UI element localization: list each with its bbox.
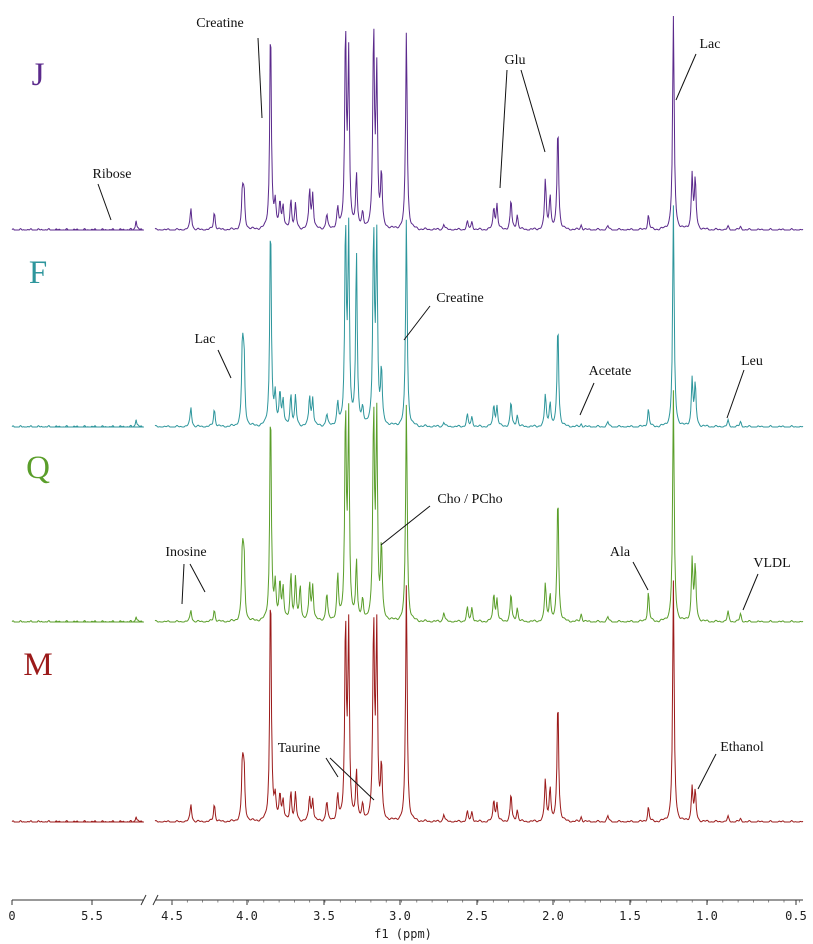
annotation-taurine: Taurine	[278, 741, 339, 778]
x-axis-label: f1 (ppm)	[374, 927, 432, 941]
annotation-leader	[380, 505, 431, 546]
annotation-leader	[675, 53, 697, 101]
annotation-leader	[181, 563, 185, 605]
spectrum-trace-J-left	[11, 220, 144, 231]
spectrum-M	[11, 580, 804, 823]
tick-label: 5.5	[81, 909, 103, 923]
tick-label: 3.0	[389, 909, 411, 923]
annotation-label: Ribose	[93, 167, 132, 182]
series-label-Q: Q	[26, 450, 50, 486]
annotation-label: Acetate	[589, 364, 632, 379]
annotation-leader	[726, 369, 745, 419]
annotation-label: Inosine	[165, 545, 206, 560]
annotation-label: Cho / PCho	[437, 492, 502, 507]
annotation-leader	[325, 757, 339, 778]
spectrum-Q	[11, 390, 804, 623]
annotation-leader	[257, 37, 263, 119]
annotation-leader	[697, 753, 717, 790]
spectrum-trace-Q-main	[154, 390, 804, 623]
annotation-leader	[742, 573, 759, 611]
annotation-leader	[403, 305, 431, 341]
annotation-ethanol: Ethanol	[697, 740, 764, 790]
annotation-label: Ethanol	[720, 740, 764, 755]
tick-label: 1.5	[619, 909, 641, 923]
annotation-leader	[520, 69, 546, 153]
spectrum-trace-Q-left	[11, 616, 144, 623]
annotation-leader	[329, 757, 375, 801]
tick-label: 0	[8, 909, 15, 923]
spectrum-J	[11, 15, 804, 231]
tick-label: 1.0	[696, 909, 718, 923]
annotation-creatine: Creatine	[403, 291, 484, 341]
annotation-label: Leu	[741, 354, 763, 369]
annotation-lac: Lac	[675, 37, 721, 101]
annotation-label: Ala	[610, 545, 631, 560]
spectrum-trace-M-main	[154, 580, 804, 823]
annotation-label: Lac	[700, 37, 721, 52]
x-axis: 0 5.5 4.5 4.0 3.5 3.0 2.5 2.0 1.5 1.0 0.5 f1 (ppm)	[8, 894, 807, 941]
tick-label: 2.5	[466, 909, 488, 923]
annotation-label: Creatine	[436, 291, 483, 306]
tick-label: 0.5	[785, 909, 807, 923]
annotation-vldl: VLDL	[742, 556, 791, 611]
series-label-J: J	[32, 57, 45, 93]
annotation-leader	[189, 563, 206, 593]
spectrum-trace-M-left	[11, 816, 144, 823]
annotation-acetate: Acetate	[579, 364, 632, 416]
axis-break-mark	[152, 894, 159, 906]
annotation-label: Taurine	[278, 741, 321, 756]
annotation-label: Creatine	[196, 16, 243, 31]
annotation-leu: Leu	[726, 354, 763, 419]
annotation-leader	[632, 561, 649, 591]
spectrum-trace-J-main	[154, 15, 804, 231]
tick-label: 3.5	[313, 909, 335, 923]
tick-label: 4.0	[236, 909, 258, 923]
annotation-leader	[499, 69, 508, 189]
series-label-M: M	[23, 647, 52, 683]
axis-break-mark	[140, 894, 147, 906]
series-label-F: F	[29, 255, 47, 291]
annotation-label: Lac	[195, 332, 216, 347]
annotation-label: VLDL	[753, 556, 790, 571]
tick-label: 2.0	[542, 909, 564, 923]
annotations-layer: Creatine Ribose Glu Lac Lac Creatine Acetate Le…	[93, 16, 791, 801]
annotation-lac: Lac	[195, 332, 232, 379]
spectrum-F	[11, 205, 804, 428]
annotation-cho-pcho: Cho / PCho	[380, 492, 503, 546]
annotation-ribose: Ribose	[93, 167, 132, 221]
annotation-glu: Glu	[499, 53, 526, 189]
tick-label: 4.5	[161, 909, 183, 923]
annotation-ala: Ala	[610, 545, 649, 591]
annotation-leader	[579, 382, 595, 416]
annotation-leader	[217, 349, 232, 379]
spectrum-trace-F-left	[11, 419, 144, 428]
annotation-leader	[97, 183, 112, 221]
annotation-label: Glu	[505, 53, 526, 68]
spectra-layer	[11, 15, 804, 823]
series-labels: J F Q M	[23, 57, 52, 683]
annotation-inosine: Inosine	[165, 545, 207, 605]
annotation-creatine: Creatine	[196, 16, 263, 119]
spectrum-trace-F-main	[154, 205, 804, 428]
